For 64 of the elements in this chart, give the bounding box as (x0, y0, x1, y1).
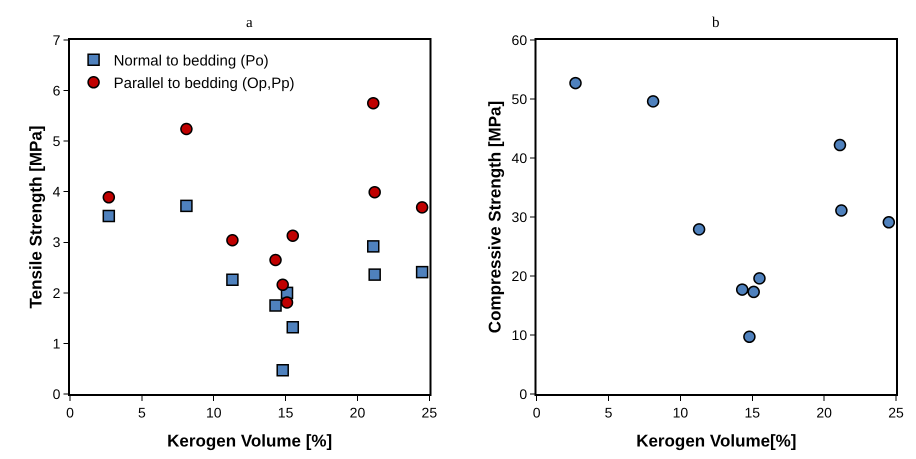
point (368, 268, 381, 281)
point (286, 229, 300, 242)
point (835, 204, 848, 217)
x-tick-label: 15 (744, 404, 760, 421)
x-tick-label: 0 (66, 404, 74, 421)
point (180, 200, 193, 212)
point (569, 76, 582, 90)
chart-title: a (246, 15, 253, 31)
x-tick-label: 10 (206, 404, 222, 421)
point (280, 296, 294, 309)
y-tick-label: 6 (52, 82, 61, 98)
point (269, 299, 282, 312)
point (102, 210, 116, 222)
y-tick-label: 5 (52, 133, 61, 150)
y-axis-title: Compressive Strength [MPa] (486, 100, 505, 334)
x-tick-label: 5 (604, 404, 613, 421)
point (367, 240, 380, 253)
point (368, 186, 381, 198)
point (692, 223, 706, 236)
x-tick-label: 10 (672, 404, 688, 421)
x-tick-label: 0 (532, 404, 541, 421)
y-tick-label: 2 (52, 284, 61, 301)
point (226, 234, 239, 247)
y-tick-label: 3 (52, 234, 61, 250)
point (286, 321, 300, 334)
x-tick-label: 25 (888, 404, 904, 421)
y-tick-label: 0 (519, 386, 528, 402)
y-tick-label: 30 (512, 208, 528, 225)
point (269, 254, 282, 266)
y-tick-label: 60 (512, 32, 528, 48)
point (416, 201, 428, 214)
x-tick-label: 25 (422, 404, 438, 421)
x-tick-label: 15 (278, 404, 294, 421)
point (102, 191, 116, 204)
chart-title: b (712, 15, 720, 31)
point (736, 283, 748, 296)
point (367, 96, 380, 110)
x-tick-label: 20 (816, 404, 832, 421)
x-tick-label: 5 (138, 404, 146, 421)
y-tick-label: 4 (52, 184, 61, 200)
point (834, 138, 846, 152)
point (226, 273, 239, 286)
y-axis-title: Tensile Strength [MPa] (26, 126, 46, 308)
y-tick-label: 40 (512, 150, 528, 166)
point (276, 364, 289, 376)
x-axis-title: Kerogen Volume [%] (167, 431, 332, 450)
x-axis-title: Kerogen Volume[%] (636, 431, 796, 450)
x-tick-label: 20 (350, 404, 366, 421)
point (416, 266, 428, 278)
y-tick-label: 20 (512, 268, 528, 284)
y-tick-label: 10 (512, 326, 528, 343)
y-tick-label: 50 (512, 90, 528, 107)
point (882, 216, 896, 229)
point (747, 286, 760, 298)
point (276, 278, 289, 292)
point (646, 95, 660, 108)
y-tick-label: 0 (52, 386, 61, 402)
point (753, 272, 766, 285)
point (180, 122, 193, 136)
legend-label: Normal to bedding (Po) (114, 52, 269, 70)
legend-label: Parallel to bedding (Op,Pp) (114, 75, 295, 92)
y-tick-label: 7 (52, 32, 61, 48)
y-tick-label: 1 (52, 335, 61, 352)
point (743, 330, 756, 344)
